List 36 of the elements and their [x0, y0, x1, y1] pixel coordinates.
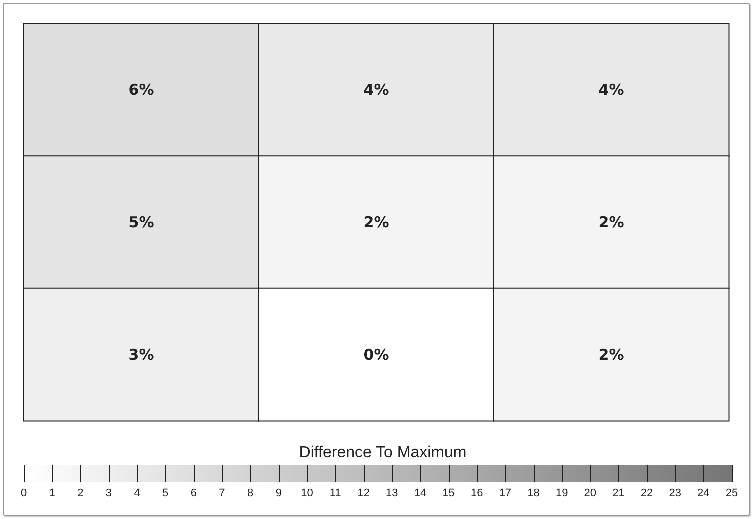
color-bar-label: 13 [386, 488, 398, 500]
color-bar-label: 14 [414, 488, 427, 500]
data-label: 6% [128, 81, 154, 100]
color-bar-label: 4 [134, 488, 140, 500]
color-bar-label: 24 [698, 488, 710, 500]
color-bar-label: 17 [499, 488, 512, 500]
data-label: 0% [364, 346, 390, 364]
color-bar-label: 5 [162, 488, 169, 500]
color-bar-label: 23 [669, 488, 682, 500]
color-bar-label: 12 [358, 488, 370, 500]
data-label: 4% [598, 81, 624, 100]
color-bar-label: 0 [20, 488, 28, 500]
data-label: 5% [128, 214, 154, 232]
data-label: 2% [364, 214, 390, 232]
color-bar-label: 2 [78, 488, 84, 500]
color-bar-label: 18 [528, 488, 540, 500]
color-bar-label: 1 [49, 488, 56, 500]
color-bar-label: 7 [219, 488, 226, 500]
data-label: 4% [364, 81, 390, 100]
data-label: 3% [128, 346, 154, 364]
color-bar-label: 3 [106, 488, 112, 500]
color-bar-label: 25 [726, 488, 738, 500]
color-bar-title: Difference To Maximum [299, 444, 467, 462]
data-label: 2% [598, 346, 624, 364]
color-bar-label: 19 [556, 488, 568, 500]
color-bar-label: 21 [612, 488, 625, 500]
color-bar-label: 8 [247, 488, 254, 500]
color-bar-label: 16 [470, 488, 484, 500]
color-bar-label: 9 [276, 488, 282, 500]
color-bar-label: 15 [442, 488, 455, 500]
color-bar-label: 22 [640, 488, 654, 500]
color-bar-label: 20 [584, 488, 597, 500]
color-bar-label: 11 [330, 488, 342, 500]
color-bar-label: 10 [301, 488, 314, 500]
data-label: 2% [598, 214, 624, 232]
color-bar-label: 6 [190, 488, 197, 500]
